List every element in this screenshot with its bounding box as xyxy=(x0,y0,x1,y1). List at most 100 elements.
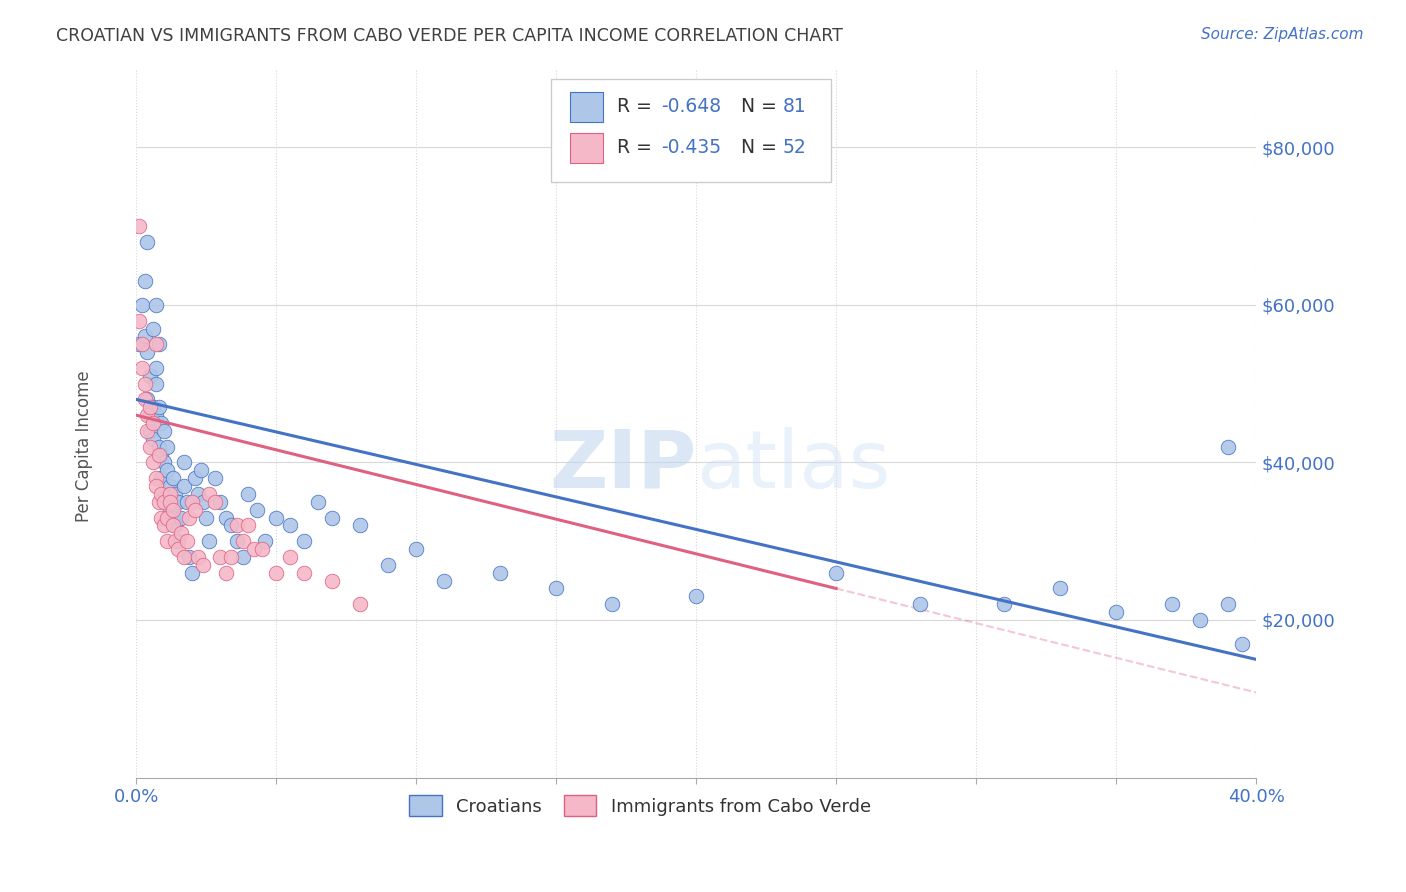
Point xyxy=(153,455,176,469)
Point xyxy=(215,566,238,580)
Point xyxy=(179,510,201,524)
Point xyxy=(1161,597,1184,611)
Point xyxy=(173,479,195,493)
Point xyxy=(139,424,162,438)
Point xyxy=(165,487,187,501)
Point xyxy=(139,408,162,422)
Point xyxy=(198,534,221,549)
Point xyxy=(128,219,150,233)
Point xyxy=(489,566,512,580)
Point xyxy=(600,597,623,611)
Point xyxy=(131,360,153,375)
Point xyxy=(264,510,287,524)
Point xyxy=(136,345,159,359)
Point xyxy=(145,479,167,493)
Point xyxy=(153,424,176,438)
Point xyxy=(150,448,173,462)
Point xyxy=(264,566,287,580)
Point xyxy=(170,526,193,541)
Point xyxy=(165,534,187,549)
Point xyxy=(142,455,165,469)
Text: Per Capita Income: Per Capita Income xyxy=(76,370,93,522)
Point xyxy=(173,549,195,564)
Point xyxy=(165,518,187,533)
Point xyxy=(145,360,167,375)
Point xyxy=(204,471,226,485)
Point xyxy=(209,495,232,509)
Text: ZIP: ZIP xyxy=(548,426,696,505)
Point xyxy=(142,321,165,335)
Point xyxy=(162,510,184,524)
Text: 81: 81 xyxy=(782,97,806,116)
Point xyxy=(245,502,267,516)
Point xyxy=(142,432,165,446)
Text: N =: N = xyxy=(723,97,783,116)
Point xyxy=(349,597,371,611)
Point xyxy=(215,510,238,524)
Point xyxy=(136,424,159,438)
FancyBboxPatch shape xyxy=(551,79,831,182)
Point xyxy=(150,471,173,485)
Point xyxy=(184,502,207,516)
Point xyxy=(145,298,167,312)
Point xyxy=(226,518,249,533)
Text: Source: ZipAtlas.com: Source: ZipAtlas.com xyxy=(1201,27,1364,42)
Point xyxy=(150,510,173,524)
Point xyxy=(190,463,212,477)
Point xyxy=(145,376,167,391)
Point xyxy=(349,518,371,533)
Legend: Croatians, Immigrants from Cabo Verde: Croatians, Immigrants from Cabo Verde xyxy=(401,787,880,825)
Point xyxy=(242,542,264,557)
Point xyxy=(150,416,173,430)
Point xyxy=(181,566,204,580)
Point xyxy=(159,495,181,509)
Point xyxy=(292,534,315,549)
Point xyxy=(195,510,218,524)
Point xyxy=(167,542,190,557)
Point xyxy=(685,590,707,604)
Point xyxy=(321,510,343,524)
Point xyxy=(167,534,190,549)
Point xyxy=(134,329,156,343)
Point xyxy=(1189,613,1212,627)
Text: 52: 52 xyxy=(782,138,806,157)
Point xyxy=(184,471,207,485)
Point xyxy=(198,487,221,501)
Point xyxy=(162,471,184,485)
Point xyxy=(278,518,301,533)
Point xyxy=(231,534,253,549)
Point xyxy=(292,566,315,580)
Point xyxy=(993,597,1015,611)
Point xyxy=(153,495,176,509)
FancyBboxPatch shape xyxy=(569,92,603,121)
FancyBboxPatch shape xyxy=(569,133,603,163)
Point xyxy=(139,401,162,415)
Point xyxy=(193,495,215,509)
Point xyxy=(1049,582,1071,596)
Point xyxy=(153,518,176,533)
Text: R =: R = xyxy=(617,97,658,116)
Point xyxy=(908,597,931,611)
Point xyxy=(145,337,167,351)
Point xyxy=(221,518,243,533)
Text: CROATIAN VS IMMIGRANTS FROM CABO VERDE PER CAPITA INCOME CORRELATION CHART: CROATIAN VS IMMIGRANTS FROM CABO VERDE P… xyxy=(56,27,844,45)
Point xyxy=(405,542,427,557)
Point xyxy=(162,502,184,516)
Point xyxy=(377,558,399,572)
Point xyxy=(1105,605,1128,619)
Point xyxy=(134,274,156,288)
Point xyxy=(156,534,179,549)
Point xyxy=(176,534,198,549)
Text: N =: N = xyxy=(723,138,783,157)
Point xyxy=(142,401,165,415)
Point xyxy=(156,463,179,477)
Point xyxy=(231,549,253,564)
Point xyxy=(128,337,150,351)
Point xyxy=(148,448,170,462)
Point xyxy=(187,549,209,564)
Point xyxy=(145,408,167,422)
Point xyxy=(145,471,167,485)
Point xyxy=(221,549,243,564)
Point xyxy=(173,455,195,469)
Point xyxy=(148,401,170,415)
